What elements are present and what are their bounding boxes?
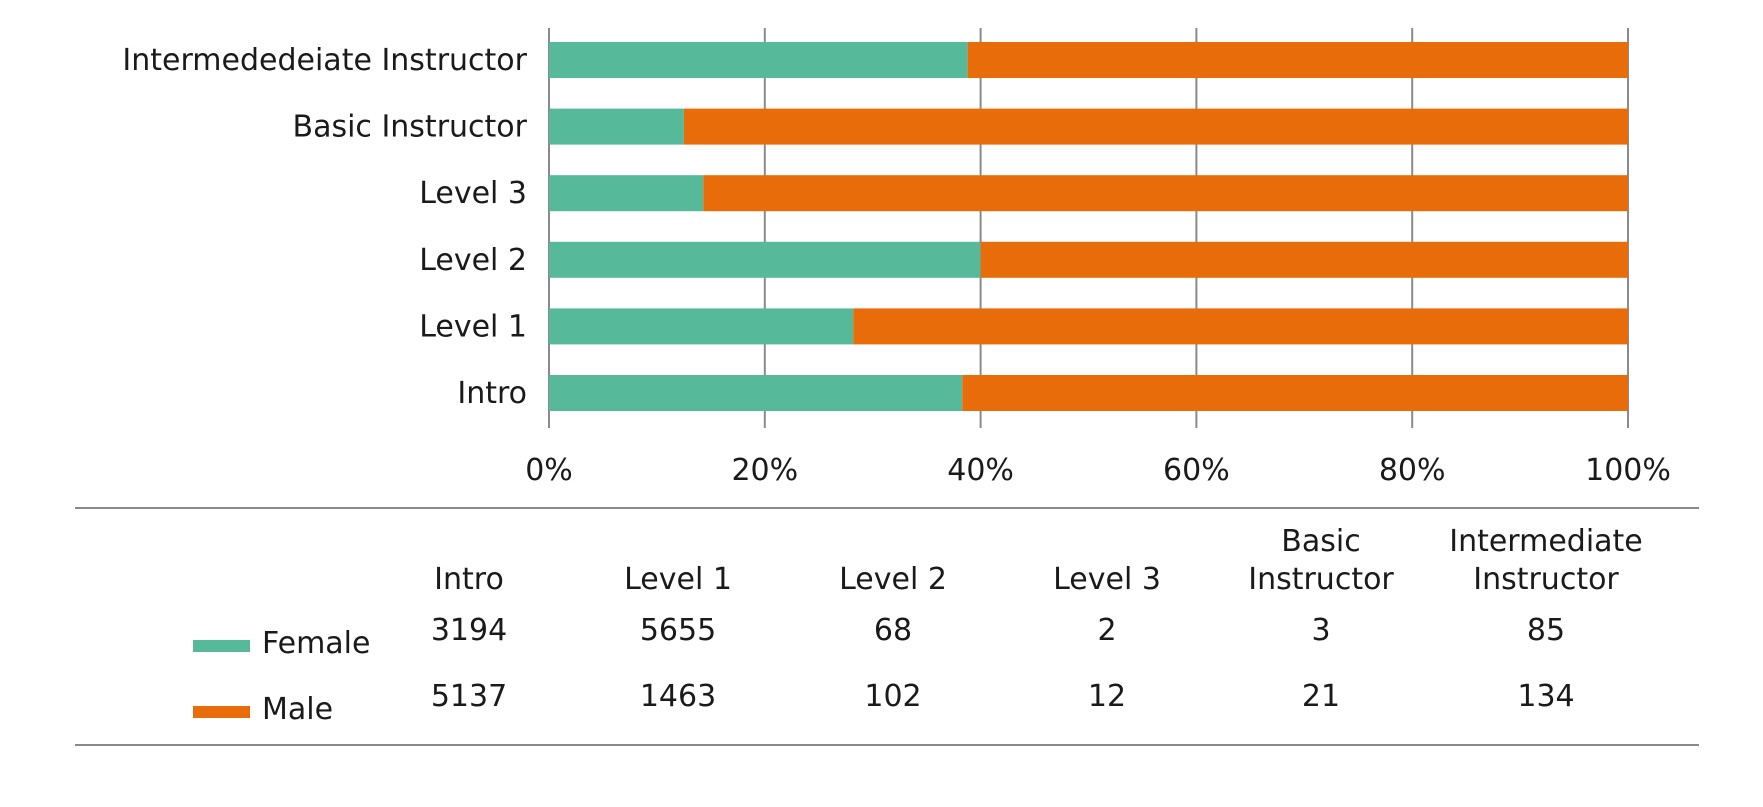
legend-label-female: Female bbox=[262, 626, 371, 661]
table-bottom-rule bbox=[75, 744, 1699, 746]
category-label: Basic Instructor bbox=[292, 110, 527, 145]
x-tick-label: 60% bbox=[1163, 453, 1230, 488]
bar-female bbox=[549, 375, 963, 411]
stacked-bar-chart: Intermededeiate Instructor Basic Instruct… bbox=[122, 28, 1671, 488]
bar-male bbox=[853, 308, 1628, 345]
gridlines bbox=[548, 28, 1629, 428]
category-label: Intro bbox=[457, 376, 527, 411]
legend-swatch-female bbox=[193, 640, 250, 652]
category-label: Level 2 bbox=[419, 243, 527, 278]
table-cell: 21 bbox=[1301, 679, 1341, 714]
bars bbox=[549, 42, 1628, 411]
x-tick-label: 80% bbox=[1379, 453, 1446, 488]
table-column-header: Intermediate Instructor bbox=[1449, 524, 1643, 597]
table-column-header: Basic Instructor bbox=[1248, 524, 1394, 597]
bar-male bbox=[683, 108, 1628, 145]
table-cell: 85 bbox=[1526, 613, 1566, 648]
table-cell: 5655 bbox=[639, 613, 717, 648]
bar-male bbox=[703, 175, 1628, 212]
category-label: Level 3 bbox=[419, 176, 527, 211]
table-cell: 3 bbox=[1311, 613, 1331, 648]
bar-male bbox=[980, 241, 1628, 278]
table-column-header: Intro bbox=[434, 562, 504, 597]
table-top-rule bbox=[75, 507, 1699, 509]
table-cell: 5137 bbox=[430, 679, 508, 714]
legend-label-male: Male bbox=[262, 692, 334, 727]
bar-female bbox=[549, 42, 968, 78]
bar-female bbox=[549, 175, 704, 212]
bar-female bbox=[549, 308, 854, 345]
table-cell: 3194 bbox=[430, 613, 508, 648]
table-column-header: Level 3 bbox=[1053, 562, 1161, 597]
category-label: Level 1 bbox=[419, 309, 527, 344]
bar-female bbox=[549, 241, 981, 278]
table-cell: 134 bbox=[1517, 679, 1575, 714]
x-tick-label: 40% bbox=[947, 453, 1014, 488]
x-tick-label: 20% bbox=[731, 453, 798, 488]
x-tick-label: 0% bbox=[525, 453, 573, 488]
table-column-header: Level 1 bbox=[624, 562, 732, 597]
table-cell: 102 bbox=[864, 679, 922, 714]
bar-male bbox=[967, 42, 1628, 78]
category-labels: Intermededeiate Instructor Basic Instruct… bbox=[122, 43, 527, 411]
table-cell: 68 bbox=[873, 613, 913, 648]
table-column-header: Level 2 bbox=[839, 562, 947, 597]
bar-male bbox=[962, 375, 1628, 411]
legend-swatch-male bbox=[193, 706, 250, 718]
x-tick-labels: 0% 20% 40% 60% 80% 100% bbox=[525, 453, 1671, 488]
table-cell: 1463 bbox=[639, 679, 717, 714]
bar-female bbox=[549, 108, 684, 145]
table-cell: 2 bbox=[1097, 613, 1117, 648]
category-label: Intermededeiate Instructor bbox=[122, 43, 527, 78]
x-tick-label: 100% bbox=[1585, 453, 1671, 488]
table-cell: 12 bbox=[1087, 679, 1127, 714]
